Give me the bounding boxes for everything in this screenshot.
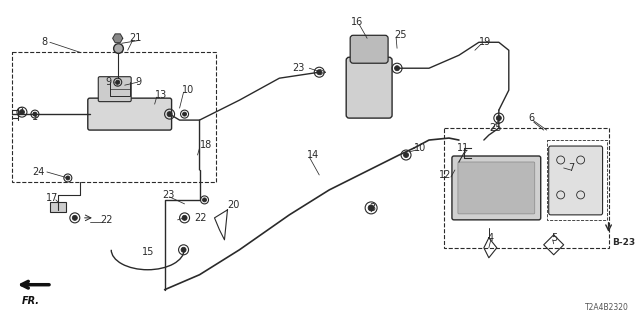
Text: 15: 15 <box>141 247 154 257</box>
Circle shape <box>167 112 172 116</box>
Text: 12: 12 <box>438 170 451 180</box>
Text: FR.: FR. <box>22 296 40 306</box>
Circle shape <box>66 176 70 180</box>
Circle shape <box>368 205 374 211</box>
Text: 10: 10 <box>414 143 426 153</box>
Text: 3: 3 <box>369 203 375 213</box>
Text: 7: 7 <box>569 163 575 173</box>
Bar <box>547 140 607 220</box>
Bar <box>444 128 609 248</box>
Text: 21: 21 <box>130 33 142 43</box>
Text: 9: 9 <box>136 77 142 87</box>
Text: 23: 23 <box>292 63 304 73</box>
Circle shape <box>116 80 120 84</box>
Text: 20: 20 <box>227 200 240 210</box>
Circle shape <box>182 112 187 116</box>
Text: 23: 23 <box>162 190 175 200</box>
Text: 9: 9 <box>106 77 112 87</box>
FancyBboxPatch shape <box>458 162 535 214</box>
Text: B-23: B-23 <box>612 238 636 247</box>
Text: 5: 5 <box>552 233 558 243</box>
Text: 25: 25 <box>489 123 501 133</box>
FancyBboxPatch shape <box>99 77 131 102</box>
Circle shape <box>202 198 207 202</box>
Circle shape <box>19 110 24 115</box>
Circle shape <box>395 66 399 71</box>
Text: 14: 14 <box>307 150 319 160</box>
FancyBboxPatch shape <box>350 35 388 63</box>
Text: 18: 18 <box>200 140 212 150</box>
Text: 24: 24 <box>33 167 45 177</box>
Text: 4: 4 <box>488 233 494 243</box>
Text: 25: 25 <box>394 30 406 40</box>
Circle shape <box>33 112 37 116</box>
Circle shape <box>404 153 408 157</box>
Polygon shape <box>113 34 123 43</box>
Text: 13: 13 <box>155 90 167 100</box>
FancyBboxPatch shape <box>548 146 603 215</box>
Text: 2: 2 <box>17 107 23 117</box>
Text: 17: 17 <box>45 193 58 203</box>
Circle shape <box>72 215 77 220</box>
Text: 19: 19 <box>479 37 491 47</box>
Text: 10: 10 <box>182 85 194 95</box>
Circle shape <box>497 116 501 121</box>
FancyBboxPatch shape <box>88 98 172 130</box>
FancyBboxPatch shape <box>452 156 541 220</box>
Text: T2A4B2320: T2A4B2320 <box>585 303 628 312</box>
Text: 22: 22 <box>195 213 207 223</box>
Circle shape <box>181 247 186 252</box>
Circle shape <box>317 70 322 75</box>
Text: 22: 22 <box>100 215 112 225</box>
Text: 16: 16 <box>351 17 364 27</box>
Text: 11: 11 <box>457 143 469 153</box>
Text: 8: 8 <box>42 37 48 47</box>
Text: 6: 6 <box>529 113 535 123</box>
Circle shape <box>182 215 187 220</box>
Bar <box>50 202 66 212</box>
FancyBboxPatch shape <box>346 57 392 118</box>
Bar <box>12 52 216 182</box>
Text: 1: 1 <box>32 112 38 122</box>
